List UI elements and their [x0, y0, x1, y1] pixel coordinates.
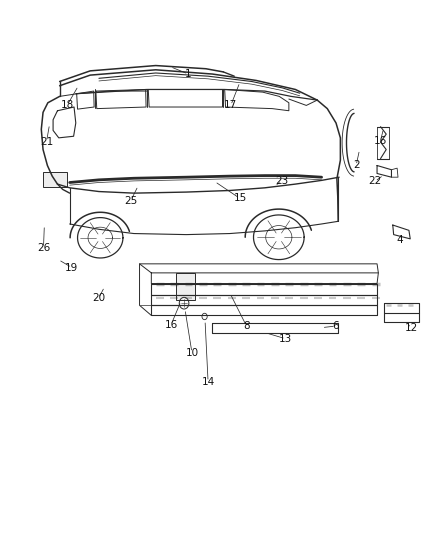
Text: 17: 17	[224, 100, 237, 110]
Text: 18: 18	[60, 100, 74, 110]
Text: 16: 16	[374, 135, 387, 146]
Text: 2: 2	[353, 160, 360, 171]
Text: 1: 1	[185, 69, 192, 79]
Bar	[176, 273, 194, 300]
Text: 4: 4	[397, 235, 403, 245]
Bar	[42, 172, 67, 187]
Text: 6: 6	[333, 321, 339, 331]
Text: 20: 20	[92, 293, 105, 303]
Text: 25: 25	[124, 196, 138, 206]
Text: 8: 8	[243, 321, 250, 331]
Text: 23: 23	[276, 176, 289, 187]
Text: 14: 14	[201, 377, 215, 387]
Text: 22: 22	[368, 176, 381, 187]
Text: 15: 15	[233, 193, 247, 204]
Text: 26: 26	[37, 243, 50, 253]
Text: 19: 19	[65, 263, 78, 272]
Text: 21: 21	[40, 136, 53, 147]
Text: 12: 12	[404, 323, 418, 333]
Text: 13: 13	[279, 334, 293, 344]
Text: 10: 10	[185, 348, 198, 358]
Text: 16: 16	[164, 320, 177, 330]
